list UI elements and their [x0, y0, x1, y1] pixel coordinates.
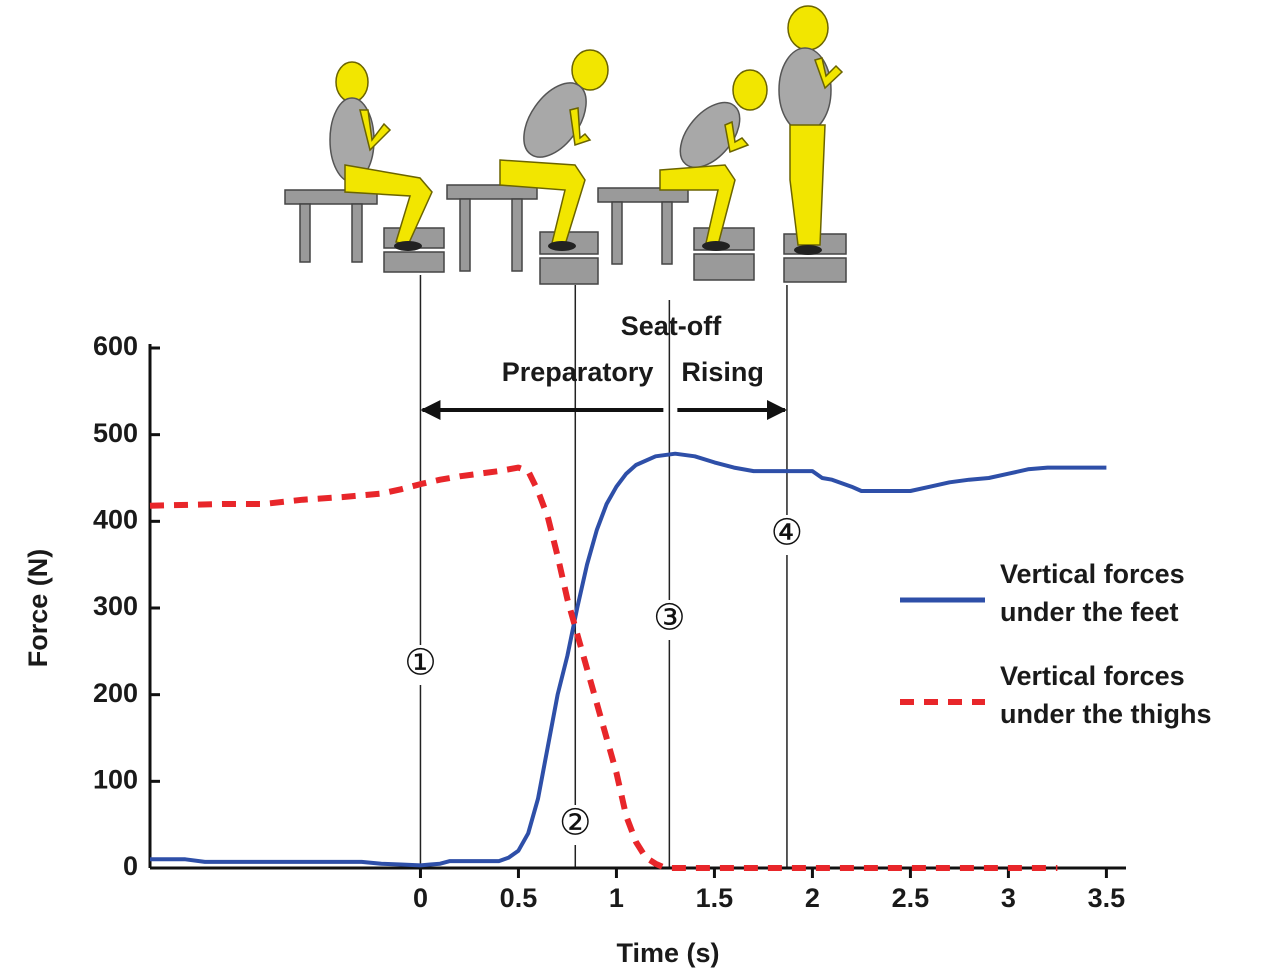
phase-label: Preparatory	[502, 357, 654, 387]
seat-off-label: Seat-off	[621, 311, 723, 341]
x-tick-label: 1	[609, 883, 624, 913]
y-tick-label: 100	[93, 764, 138, 794]
x-tick-label: 0.5	[500, 883, 538, 913]
x-tick-label: 3	[1001, 883, 1016, 913]
y-tick-label: 400	[93, 504, 138, 534]
illustration	[285, 6, 846, 284]
phase-label: Rising	[681, 357, 764, 387]
x-axis-title: Time (s)	[616, 938, 719, 968]
y-tick-label: 200	[93, 678, 138, 708]
y-tick-label: 500	[93, 418, 138, 448]
y-tick-label: 300	[93, 591, 138, 621]
x-tick-label: 0	[413, 883, 428, 913]
event-label: ②	[559, 802, 591, 843]
event-label: ①	[404, 642, 436, 683]
x-tick-label: 3.5	[1088, 883, 1126, 913]
event-label: ③	[653, 597, 685, 638]
event-label: ④	[771, 512, 803, 553]
x-tick-label: 2	[805, 883, 820, 913]
chart: Force (N) Time (s) Seat-off ① ② ③ ④ Preparat…	[0, 0, 1273, 975]
series-line	[150, 454, 1106, 866]
y-tick-label: 600	[93, 331, 138, 361]
x-tick-label: 2.5	[892, 883, 930, 913]
y-tick-label: 0	[123, 851, 138, 881]
x-tick-label: 1.5	[696, 883, 734, 913]
y-axis-title: Force (N)	[23, 549, 53, 668]
series-line	[150, 468, 1057, 868]
